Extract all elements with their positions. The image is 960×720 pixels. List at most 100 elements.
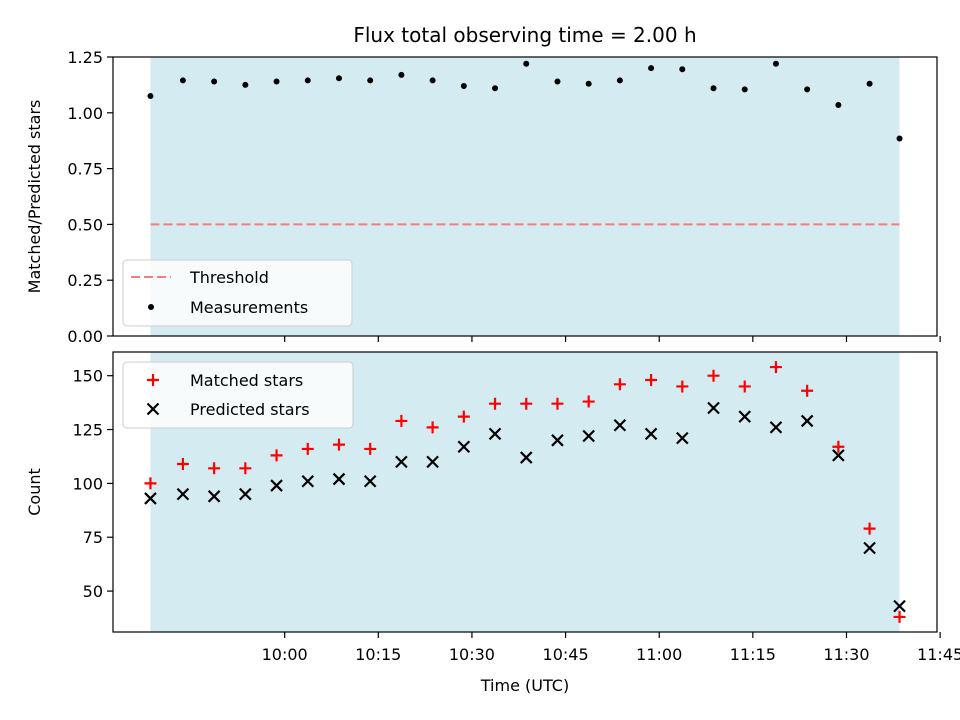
measurement-point — [273, 78, 280, 85]
y-tick-label: 125 — [72, 421, 103, 440]
measurement-point — [242, 81, 249, 88]
predicted-point — [707, 401, 720, 415]
measurement-point — [147, 93, 154, 100]
measurement-point — [896, 135, 903, 142]
measurement-point — [835, 101, 842, 108]
x-tick-label: 11:00 — [636, 645, 682, 664]
predicted-point — [332, 472, 346, 486]
measurement-point — [367, 77, 374, 84]
y-tick-label: 150 — [72, 367, 103, 386]
series-measurements — [147, 60, 903, 142]
measurement-point — [460, 83, 467, 90]
measurement-point — [554, 78, 561, 85]
legend-box — [122, 361, 354, 429]
measurement-point — [211, 78, 218, 85]
chart-title: Flux total observing time = 2.00 h — [353, 23, 696, 47]
y-tick-label: 1.00 — [67, 104, 103, 123]
matched-point — [364, 442, 377, 455]
matched-point — [457, 410, 470, 423]
legend-measurements-label: Measurements — [190, 298, 308, 317]
measurement-point — [523, 60, 530, 67]
legend-matched-label: Matched stars — [190, 371, 303, 390]
predicted-point — [613, 418, 627, 432]
matched-point — [613, 378, 626, 391]
axes-frame — [112, 56, 938, 337]
matched-point — [707, 369, 720, 382]
predicted-point — [738, 410, 752, 423]
y-axis-label: Matched/Predicted stars — [25, 100, 44, 294]
x-tick-label: 11:15 — [730, 645, 776, 664]
matched-point — [582, 395, 595, 408]
predicted-point — [800, 414, 814, 428]
matched-point — [489, 397, 502, 410]
matched-point — [395, 414, 408, 427]
matched-point — [208, 462, 221, 475]
predicted-point — [769, 421, 783, 434]
predicted-point — [863, 541, 876, 555]
legend-matched-swatch — [147, 374, 159, 386]
predicted-point — [144, 492, 157, 505]
predicted-point — [239, 487, 252, 501]
y-tick-label: 100 — [72, 474, 103, 493]
ratio-panel: 0.00 0.25 0.50 0.75 1.00 1.25 Matched/Predicte… — [25, 48, 941, 346]
series-matched-stars — [144, 361, 906, 623]
x-tick-label: 10:15 — [355, 645, 401, 664]
y-tick-label: 1.25 — [67, 48, 103, 67]
predicted-point — [893, 599, 906, 613]
series-predicted-stars — [144, 401, 906, 613]
legend-threshold-label: Threshold — [189, 268, 269, 287]
x-tick-label: 10:00 — [262, 645, 308, 664]
measurement-point — [679, 66, 686, 73]
matched-point — [801, 384, 814, 397]
measurement-point — [429, 77, 436, 84]
legend-predicted-label: Predicted stars — [190, 400, 310, 419]
y-tick-label: 50 — [83, 582, 103, 601]
legend-predicted-swatch — [146, 402, 160, 416]
legend: Matched stars Predicted stars — [122, 361, 354, 429]
count-panel: 50 75 100 125 150 10:00 10:15 10:30 10:45 11:00 11… — [25, 351, 960, 664]
matched-point — [239, 462, 252, 475]
predicted-point — [176, 487, 190, 501]
x-tick-label: 11:30 — [823, 645, 869, 664]
x-axis-label: Time (UTC) — [480, 676, 569, 695]
y-tick-label: 0.25 — [67, 271, 103, 290]
predicted-point — [551, 434, 564, 447]
x-tick-label: 10:45 — [543, 645, 589, 664]
matched-point — [301, 442, 314, 455]
measurement-point — [398, 71, 405, 78]
predicted-point — [832, 449, 845, 462]
measurement-point — [804, 86, 811, 93]
y-tick-label: 75 — [83, 528, 103, 547]
legend-box — [122, 259, 353, 327]
matched-point — [832, 440, 845, 453]
predicted-point — [519, 451, 533, 464]
predicted-point — [676, 431, 689, 445]
predicted-point — [363, 474, 377, 488]
axes-frame — [112, 351, 938, 633]
matched-point — [551, 397, 564, 410]
matched-point — [738, 380, 751, 393]
x-tick-label: 11:45 — [917, 645, 960, 664]
y-axis-label: Count — [25, 468, 44, 516]
matched-point — [645, 374, 658, 386]
predicted-point — [395, 455, 408, 469]
predicted-point — [270, 479, 283, 492]
matched-point — [893, 610, 906, 623]
measurement-point — [492, 85, 499, 92]
legend: Threshold Measurements — [122, 259, 353, 327]
measurement-point — [616, 77, 623, 84]
matched-point — [176, 458, 189, 470]
predicted-point — [207, 490, 221, 503]
x-tick-label: 10:30 — [449, 645, 495, 664]
matched-point — [769, 361, 782, 374]
legend-measurements-swatch — [148, 304, 154, 310]
predicted-point — [488, 427, 502, 441]
measurement-point — [179, 77, 186, 84]
matched-point — [863, 522, 876, 535]
matched-point — [520, 397, 533, 410]
measurement-point — [304, 77, 311, 84]
predicted-point — [426, 455, 439, 469]
predicted-point — [644, 427, 658, 441]
matched-point — [676, 380, 689, 393]
